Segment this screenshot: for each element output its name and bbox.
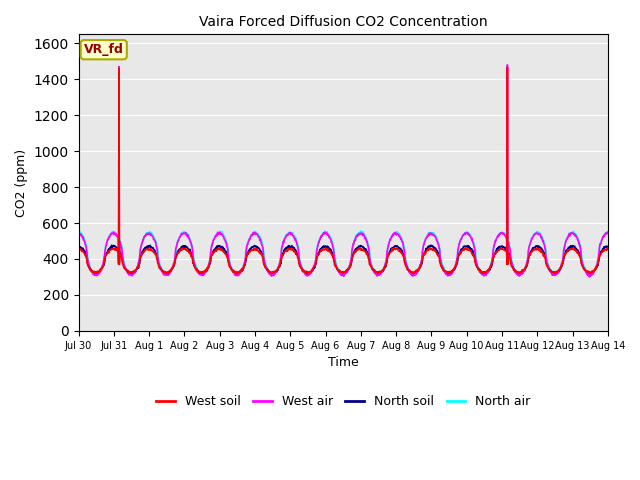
X-axis label: Time: Time <box>328 356 358 369</box>
Legend: West soil, West air, North soil, North air: West soil, West air, North soil, North a… <box>151 390 536 413</box>
Title: Vaira Forced Diffusion CO2 Concentration: Vaira Forced Diffusion CO2 Concentration <box>199 15 488 29</box>
Y-axis label: CO2 (ppm): CO2 (ppm) <box>15 148 28 216</box>
Text: VR_fd: VR_fd <box>84 43 124 56</box>
